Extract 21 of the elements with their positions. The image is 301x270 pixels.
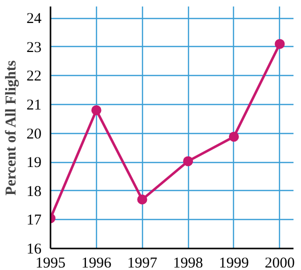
point bbox=[274, 38, 285, 49]
point bbox=[137, 194, 148, 205]
point bbox=[228, 132, 239, 142]
y-tick-label: 21 bbox=[26, 97, 42, 114]
x-tick-label: 1996 bbox=[81, 256, 112, 270]
y-tick-label: 24 bbox=[26, 11, 42, 28]
y-tick-label: 17 bbox=[26, 212, 42, 229]
x-tick-label: 1999 bbox=[218, 256, 249, 270]
point bbox=[91, 105, 102, 116]
x-tick-label: 1997 bbox=[127, 256, 158, 270]
y-tick-label: 19 bbox=[26, 155, 42, 172]
y-axis-title: Percent of All Flights bbox=[4, 60, 20, 196]
y-tick-label: 18 bbox=[26, 184, 42, 200]
y-tick-label: 20 bbox=[26, 126, 42, 142]
x-tick-label: 1998 bbox=[173, 256, 204, 270]
y-tick-label: 23 bbox=[26, 40, 42, 56]
x-tick-label: 2000 bbox=[264, 256, 295, 270]
y-tick-label: 22 bbox=[26, 68, 42, 85]
point bbox=[183, 156, 194, 166]
x-tick-label: 1995 bbox=[36, 256, 66, 270]
y-tick-label: 16 bbox=[26, 242, 42, 258]
